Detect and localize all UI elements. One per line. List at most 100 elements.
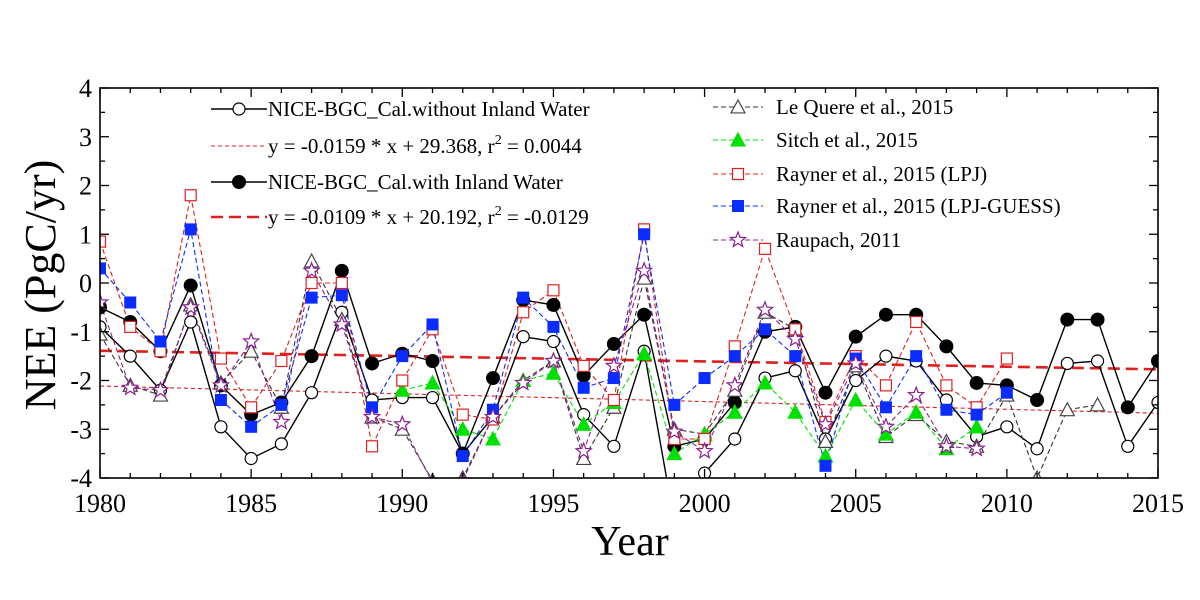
data-point-le-quere-et-al-2015 — [817, 433, 834, 448]
legend-entry-right-1: Le Quere et al., 2015 — [776, 95, 953, 119]
data-point-raupach-2011 — [816, 414, 835, 433]
data-point-sitch-et-al-2015 — [636, 345, 653, 361]
data-point-raupach-2011 — [211, 375, 231, 394]
data-point-raupach-2011 — [967, 439, 986, 457]
data-point-raupach-2011 — [906, 385, 926, 403]
plot-frame — [99, 87, 1159, 479]
data-point-raupach-2011 — [876, 417, 896, 435]
data-point-nice-bgc-cal-without-inland-water — [214, 420, 228, 434]
y-tick-label: -3 — [70, 415, 92, 444]
data-point-sitch-et-al-2015 — [908, 403, 925, 419]
data-point-le-quere-et-al-2015 — [575, 450, 592, 466]
data-point-le-quere-et-al-2015 — [243, 342, 260, 358]
data-point-nice-bgc-cal-with-inland-water — [334, 263, 349, 278]
legend-entry-right-5: Raupach, 2011 — [776, 228, 901, 252]
data-point-sitch-et-al-2015 — [877, 425, 894, 441]
data-point-nice-bgc-cal-with-inland-water — [304, 349, 319, 364]
data-point-nice-bgc-cal-with-inland-water — [546, 297, 561, 312]
legend: NICE-BGC_Cal.without Inland Water y = -0.… — [211, 95, 1061, 252]
data-point-nice-bgc-cal-with-inland-water — [485, 371, 500, 386]
data-point-rayner-et-al-2015-lpj-guess — [154, 335, 167, 348]
data-point-raupach-2011 — [544, 351, 563, 369]
data-point-rayner-et-al-2015-lpj-guess — [879, 401, 892, 414]
data-point-raupach-2011 — [604, 356, 624, 374]
data-point-raupach-2011 — [241, 331, 261, 350]
legend-entry-right-2: Sitch et al., 2015 — [776, 128, 918, 152]
data-point-nice-bgc-cal-without-inland-water — [305, 386, 319, 400]
data-point-le-quere-et-al-2015 — [636, 269, 653, 285]
data-point-rayner-et-al-2015-lpj-guess — [335, 289, 348, 302]
y-tick-label: -4 — [70, 464, 92, 493]
data-point-rayner-et-al-2015-lpj-guess — [1000, 386, 1013, 399]
trendline-layer — [100, 349, 1158, 414]
data-point-nice-bgc-cal-without-inland-water — [546, 334, 561, 349]
data-point-raupach-2011 — [302, 261, 321, 279]
trendline-1 — [100, 385, 1158, 414]
data-point-sitch-et-al-2015 — [847, 391, 864, 407]
legend-marker-nice-bgc-cal-without-inland-water — [232, 102, 246, 116]
data-point-rayner-et-al-2015-lpj — [214, 352, 228, 365]
data-point-rayner-et-al-2015-lpj-guess — [970, 408, 983, 421]
data-point-rayner-et-al-2015-lpj-guess — [577, 381, 590, 394]
data-point-nice-bgc-cal-with-inland-water — [425, 354, 440, 368]
series-line-sitch-et-al-2015 — [402, 352, 977, 458]
data-point-rayner-et-al-2015-lpj-guess — [245, 420, 258, 433]
series-line-le-quere-et-al-2015 — [100, 259, 1098, 478]
data-point-rayner-et-al-2015-lpj-guess — [547, 320, 560, 333]
x-axis-title: Year — [591, 519, 668, 565]
data-point-rayner-et-al-2015-lpj — [305, 276, 318, 290]
x-tick-label: 2010 — [981, 489, 1033, 518]
data-point-nice-bgc-cal-with-inland-water — [848, 329, 863, 344]
series-markers-layer — [100, 189, 1158, 478]
data-point-rayner-et-al-2015-lpj — [1000, 352, 1013, 365]
axes: 1980 1985 1990 1995 2000 2005 2010 2015 -4 -3 -2 -1… — [70, 74, 1184, 518]
data-point-rayner-et-al-2015-lpj-guess — [638, 228, 651, 241]
data-point-nice-bgc-cal-without-inland-water — [1030, 442, 1044, 456]
data-point-rayner-et-al-2015-lpj-guess — [819, 459, 832, 472]
data-point-raupach-2011 — [634, 261, 654, 279]
data-point-sitch-et-al-2015 — [726, 403, 743, 419]
data-point-rayner-et-al-2015-lpj-guess — [668, 398, 681, 411]
data-point-raupach-2011 — [695, 441, 714, 460]
data-point-raupach-2011 — [786, 329, 805, 347]
data-point-nice-bgc-cal-without-inland-water — [879, 349, 893, 363]
x-tick-label: 1990 — [376, 489, 428, 518]
y-tick-label: 3 — [79, 123, 92, 152]
data-point-raupach-2011 — [483, 407, 503, 425]
y-tick-label: 2 — [79, 172, 92, 201]
data-point-rayner-et-al-2015-lpj — [910, 315, 923, 329]
data-point-rayner-et-al-2015-lpj — [879, 379, 893, 392]
legend-marker-rayner-et-al-2015-lpj-guess — [732, 200, 744, 212]
data-point-rayner-et-al-2015-lpj-guess — [214, 394, 227, 406]
data-point-raupach-2011 — [725, 375, 745, 394]
data-point-nice-bgc-cal-without-inland-water — [516, 330, 530, 344]
y-tick-label: -1 — [70, 318, 92, 347]
data-point-rayner-et-al-2015-lpj — [275, 354, 288, 368]
data-point-rayner-et-al-2015-lpj — [124, 320, 137, 333]
data-point-nice-bgc-cal-without-inland-water — [607, 439, 621, 453]
data-point-rayner-et-al-2015-lpj-guess — [517, 291, 530, 304]
data-point-raupach-2011 — [513, 373, 533, 391]
legend-marker-nice-bgc-cal-with-inland-water — [232, 175, 246, 189]
data-point-nice-bgc-cal-with-inland-water — [637, 307, 652, 322]
data-point-sitch-et-al-2015 — [545, 364, 562, 380]
data-point-rayner-et-al-2015-lpj — [100, 235, 107, 248]
data-point-rayner-et-al-2015-lpj-guess — [456, 450, 469, 463]
data-point-raupach-2011 — [846, 353, 865, 372]
x-tick-label: 2000 — [679, 489, 731, 518]
data-point-rayner-et-al-2015-lpj — [758, 242, 772, 255]
data-point-nice-bgc-cal-with-inland-water — [1120, 400, 1135, 415]
trendline-2 — [100, 349, 1158, 371]
data-point-rayner-et-al-2015-lpj-guess — [698, 372, 711, 385]
data-point-nice-bgc-cal-with-inland-water — [878, 307, 893, 322]
data-point-nice-bgc-cal-with-inland-water — [365, 356, 380, 371]
data-point-raupach-2011 — [121, 378, 140, 396]
data-point-rayner-et-al-2015-lpj-guess — [184, 223, 197, 236]
data-point-sitch-et-al-2015 — [968, 418, 985, 434]
legend-entry-right-4: Rayner et al., 2015 (LPJ-GUESS) — [776, 194, 1061, 218]
data-point-nice-bgc-cal-without-inland-water — [425, 390, 440, 405]
data-point-rayner-et-al-2015-lpj — [184, 189, 197, 202]
data-point-nice-bgc-cal-with-inland-water — [183, 278, 198, 293]
legend-entry-right-3: Rayner et al., 2015 (LPJ) — [776, 162, 987, 186]
